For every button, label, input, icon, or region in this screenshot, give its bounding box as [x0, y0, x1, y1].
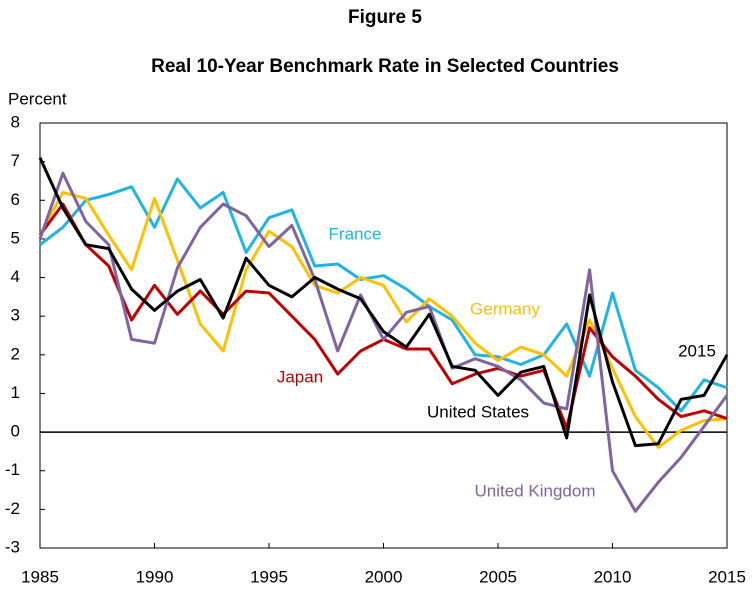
- chart-title: Figure 5: [348, 7, 422, 28]
- series-line: [38, 171, 729, 513]
- x-tick-label: 2015: [708, 567, 746, 586]
- x-tick-label: 1995: [250, 567, 288, 586]
- y-tick-label: 1: [11, 383, 20, 402]
- series-label: Japan: [277, 367, 323, 386]
- y-tick-label: 6: [11, 190, 20, 209]
- x-tick-label: 2005: [479, 567, 517, 586]
- y-tick-label: -3: [5, 537, 20, 556]
- series-line: [38, 157, 729, 448]
- y-tick-label: 7: [11, 151, 20, 170]
- y-tick-label: -2: [5, 499, 20, 518]
- series-label: United States: [427, 402, 529, 421]
- y-tick-label: 3: [11, 306, 20, 325]
- annotation: 2015: [678, 341, 716, 360]
- y-tick-label: 8: [11, 112, 20, 131]
- chart-subtitle: Real 10-Year Benchmark Rate in Selected …: [151, 56, 619, 77]
- y-tick-label: 0: [11, 422, 20, 441]
- series-label: France: [329, 224, 382, 243]
- x-tick-label: 2000: [365, 567, 403, 586]
- series-label: Germany: [470, 299, 540, 318]
- series-label: United Kingdom: [475, 481, 596, 500]
- y-tick-label: 4: [11, 267, 20, 286]
- y-axis-label: Percent: [8, 89, 67, 108]
- x-tick-label: 1985: [21, 567, 59, 586]
- y-tick-label: 2: [11, 344, 20, 363]
- x-tick-label: 1990: [136, 567, 174, 586]
- series-line: [38, 191, 728, 449]
- series-line: [39, 177, 728, 413]
- x-tick-label: 2010: [594, 567, 632, 586]
- y-tick-label: 5: [11, 228, 20, 247]
- y-tick-label: -1: [5, 460, 20, 479]
